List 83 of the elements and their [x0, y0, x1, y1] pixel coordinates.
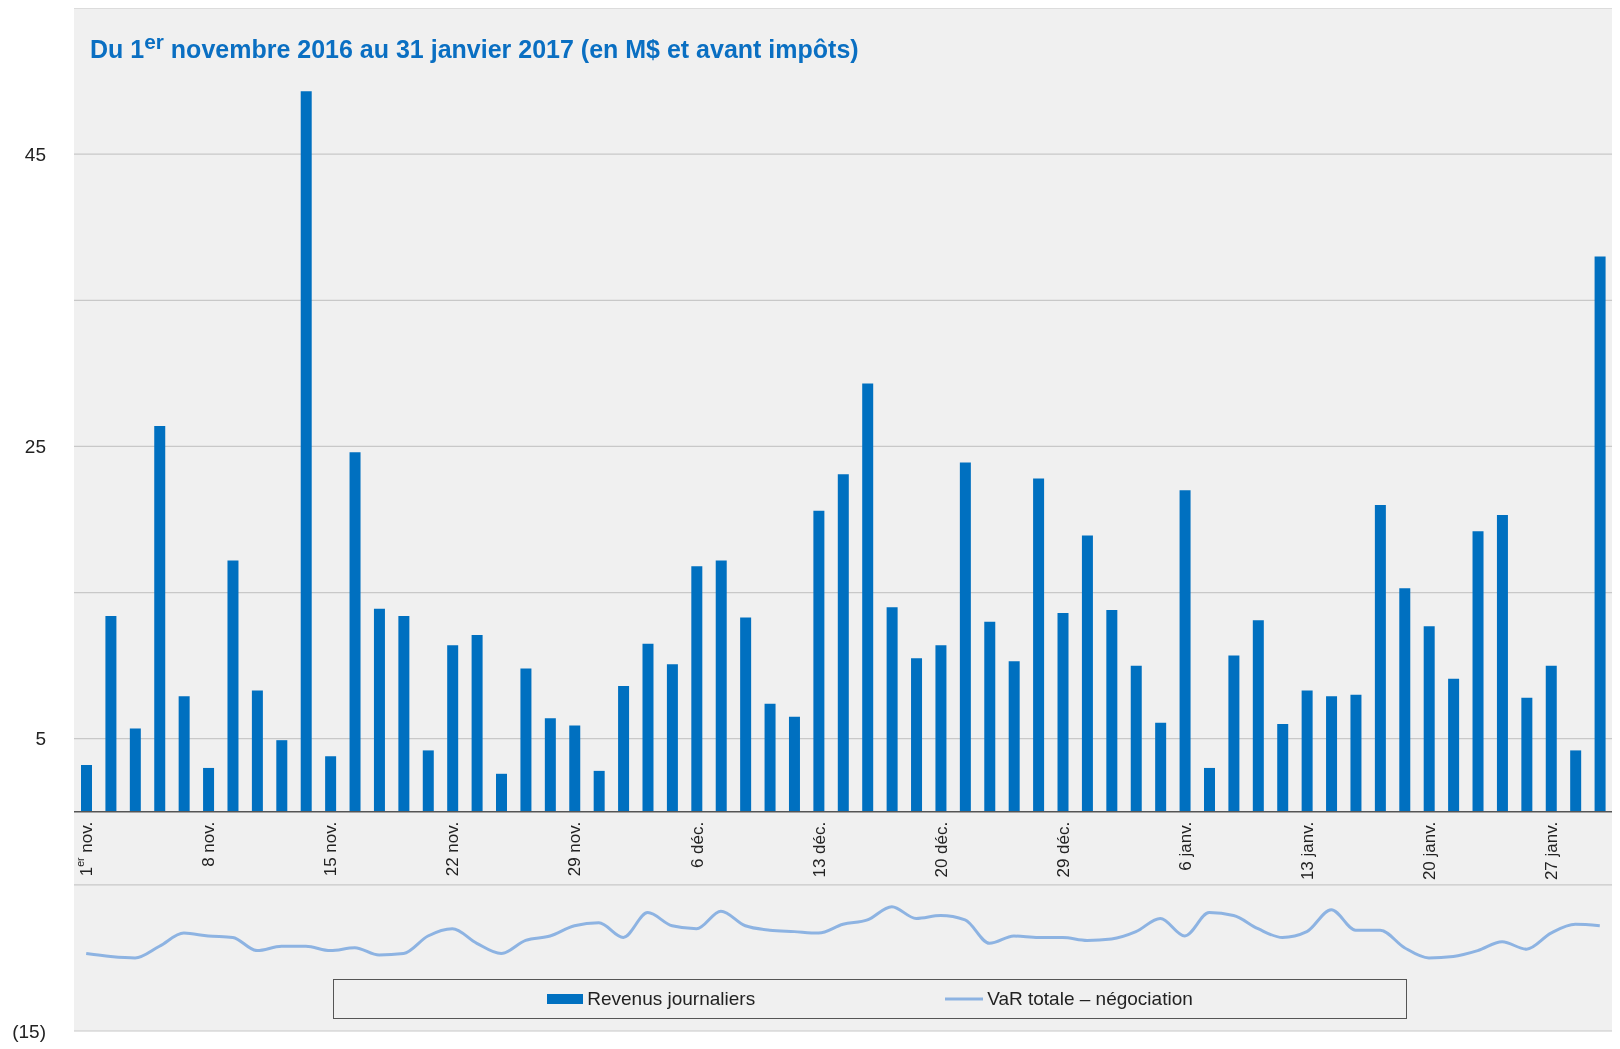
- bar: [1448, 678, 1460, 812]
- bar: [422, 750, 434, 812]
- bar: [593, 770, 605, 812]
- bar: [935, 645, 947, 812]
- bar: [349, 452, 361, 812]
- x-tick-label: 29 nov.: [564, 821, 584, 877]
- bar: [1326, 696, 1338, 812]
- bar: [569, 725, 581, 812]
- bar: [373, 608, 385, 812]
- bar: [496, 773, 508, 812]
- bar: [666, 664, 678, 812]
- x-tick-label: 27 janv.: [1541, 821, 1561, 881]
- bar: [837, 474, 849, 812]
- x-tick-label: 6 janv.: [1175, 821, 1195, 871]
- bar: [1399, 588, 1411, 812]
- bar: [129, 728, 141, 812]
- bar: [544, 718, 556, 812]
- bar: [520, 668, 532, 812]
- x-tick-label: 29 déc.: [1053, 821, 1073, 878]
- y-tick-label: 45: [24, 143, 46, 165]
- bar: [813, 510, 825, 812]
- x-tick-label: 15 nov.: [320, 821, 340, 877]
- bar: [1472, 531, 1484, 812]
- bar: [1594, 256, 1606, 812]
- y-tick-label: 25: [24, 435, 46, 457]
- bar: [1057, 613, 1069, 812]
- bar: [1203, 767, 1215, 812]
- bar: [276, 740, 288, 812]
- bar: [1155, 722, 1167, 812]
- bar: [911, 658, 923, 812]
- bar: [1301, 690, 1313, 812]
- bar: [1423, 626, 1435, 812]
- bar: [471, 634, 483, 812]
- bar: [1179, 490, 1191, 812]
- bar: [1228, 655, 1240, 812]
- bar: [618, 686, 630, 812]
- bar: [203, 767, 215, 812]
- bar: [1130, 665, 1142, 812]
- bar: [105, 615, 117, 812]
- text: Du 1$^{er}$ novembre 2016 au 31 janvier 2017 (en M$ et avant impôts): [90, 30, 859, 65]
- bar: [1081, 535, 1093, 812]
- bar: [715, 560, 727, 812]
- bar: [251, 690, 263, 812]
- x-tick-label: 8 nov.: [198, 821, 218, 867]
- bar: [1252, 620, 1264, 812]
- x-tick-label: 13 déc.: [809, 821, 829, 878]
- bar: [227, 560, 239, 812]
- x-tick-label: 20 déc.: [931, 821, 951, 878]
- bar: [959, 462, 971, 812]
- bar: [325, 756, 337, 812]
- x-tick-label: 20 janv.: [1419, 821, 1439, 881]
- bar: [764, 703, 776, 812]
- bar: [154, 425, 166, 812]
- y-tick-label: 5: [35, 728, 46, 750]
- bar: [984, 621, 996, 812]
- bar: [178, 696, 190, 812]
- bar: [1496, 515, 1508, 812]
- bar: [1350, 694, 1362, 812]
- x-tick-label: 13 janv.: [1297, 821, 1317, 881]
- legend-label: Revenus journaliers: [587, 988, 756, 1010]
- x-tick-label: 22 nov.: [442, 821, 462, 877]
- bar: [788, 716, 800, 812]
- legend-label: VaR totale – négociation: [987, 988, 1193, 1010]
- bar: [1277, 724, 1289, 812]
- bar: [1521, 697, 1533, 812]
- bar: [1033, 478, 1045, 812]
- x-tick-label: 6 déc.: [687, 821, 707, 869]
- bar: [642, 643, 654, 812]
- bar: [740, 617, 752, 812]
- bar: [886, 607, 898, 812]
- bar: [1570, 750, 1582, 812]
- bar: [81, 765, 92, 812]
- bar: [447, 645, 459, 812]
- bar: [691, 566, 703, 812]
- bar: [1106, 610, 1118, 812]
- bar: [300, 91, 312, 812]
- bar: [398, 615, 410, 812]
- bar: [1374, 504, 1386, 812]
- bar: [1008, 661, 1020, 812]
- bar: [1545, 665, 1557, 812]
- bar: [862, 383, 874, 812]
- line-series: [84, 905, 1602, 960]
- y-tick-label: (15): [12, 1020, 46, 1042]
